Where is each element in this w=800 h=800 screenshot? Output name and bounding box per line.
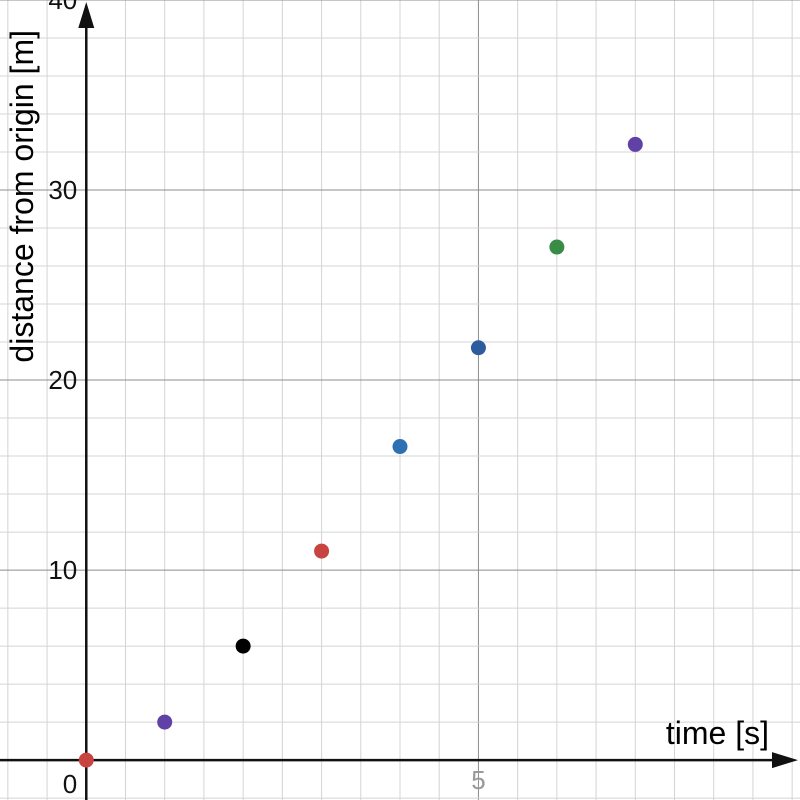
x-tick-label: 5 [471, 765, 485, 795]
data-point [549, 239, 565, 255]
y-tick-label: 20 [48, 365, 77, 395]
data-points [78, 136, 643, 768]
data-point [78, 752, 94, 768]
y-tick-label: 30 [48, 175, 77, 205]
x-axis-label: time [s] [666, 715, 769, 751]
x-axis-arrow [772, 752, 798, 769]
origin-label: 0 [63, 769, 77, 799]
y-tick-label: 40 [48, 0, 77, 15]
y-axis-label: distance from origin [m] [4, 30, 40, 363]
axis-labels: time [s] distance from origin [m] [4, 30, 769, 751]
y-tick-label: 10 [48, 555, 77, 585]
data-point [627, 136, 643, 152]
data-point [235, 638, 251, 654]
data-point [392, 439, 408, 455]
y-axis-arrow [78, 2, 95, 28]
data-point [470, 340, 486, 356]
data-point [157, 714, 173, 730]
data-point [314, 543, 330, 559]
